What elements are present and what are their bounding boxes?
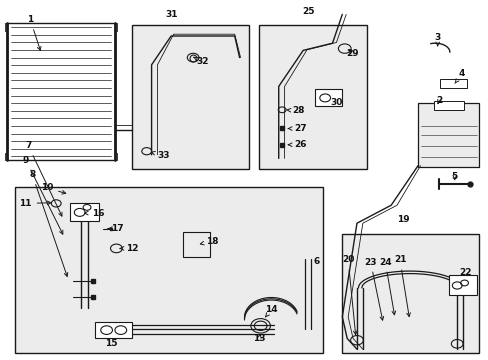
Bar	[111, 23, 117, 31]
Text: 12: 12	[120, 244, 138, 253]
Bar	[315, 89, 342, 106]
Text: 22: 22	[458, 269, 471, 277]
Text: 33: 33	[151, 151, 170, 160]
Text: 24: 24	[378, 258, 395, 315]
Text: 10: 10	[41, 184, 65, 194]
Text: 16: 16	[84, 209, 104, 217]
Text: 28: 28	[286, 107, 304, 115]
Text: 21: 21	[393, 256, 409, 316]
Bar	[70, 203, 99, 221]
Text: 19: 19	[396, 215, 409, 224]
Bar	[132, 25, 249, 169]
Text: 23: 23	[364, 258, 383, 320]
Text: 20: 20	[341, 256, 356, 334]
Bar	[5, 23, 11, 31]
Bar	[448, 275, 476, 295]
Text: 5: 5	[451, 172, 457, 181]
Text: 7: 7	[25, 141, 62, 216]
Text: 11: 11	[19, 199, 51, 208]
Text: 17: 17	[108, 224, 123, 233]
Bar	[417, 103, 478, 167]
Text: 13: 13	[252, 334, 265, 343]
Text: 4: 4	[454, 69, 465, 83]
Text: 2: 2	[435, 96, 441, 105]
Bar	[259, 25, 366, 169]
Bar	[95, 322, 132, 338]
Bar	[15, 187, 322, 353]
Text: 26: 26	[288, 140, 306, 149]
Text: 14: 14	[264, 305, 277, 317]
Bar	[7, 23, 115, 160]
Text: 9: 9	[22, 156, 62, 234]
Text: 27: 27	[288, 124, 306, 133]
Text: 30: 30	[329, 98, 342, 107]
Bar	[342, 234, 478, 353]
Text: 32: 32	[193, 57, 209, 66]
Text: 8: 8	[29, 170, 68, 276]
Text: 15: 15	[105, 339, 118, 348]
Text: 6: 6	[313, 256, 319, 265]
Text: 18: 18	[200, 237, 219, 246]
Text: 31: 31	[164, 10, 177, 19]
Bar	[5, 153, 11, 160]
Bar	[111, 153, 117, 160]
Text: 25: 25	[301, 7, 314, 16]
Text: 3: 3	[434, 33, 440, 46]
Bar	[433, 101, 463, 110]
Bar	[183, 232, 210, 257]
Text: 1: 1	[27, 15, 41, 50]
Text: 29: 29	[346, 49, 359, 58]
Bar	[439, 79, 466, 88]
